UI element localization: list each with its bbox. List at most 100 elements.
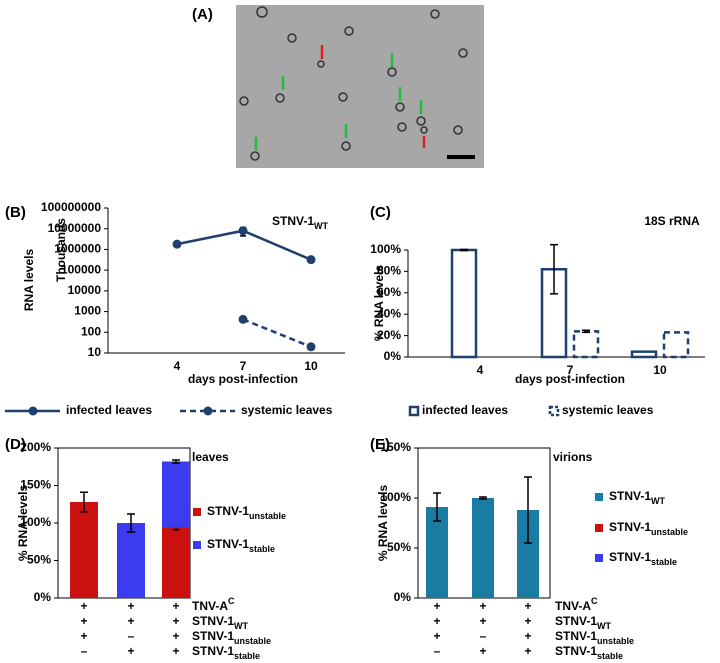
chart-title: STNV-1WT — [272, 214, 329, 231]
table-cell: – — [128, 629, 135, 643]
y-tick-label: 1000 — [74, 304, 101, 318]
error-bar — [433, 492, 441, 522]
table-row-label-main: STNV-1 — [555, 644, 597, 658]
legend-label-main: STNV-1 — [609, 520, 651, 534]
data-point — [238, 226, 248, 236]
x-axis-label: days post-infection — [515, 372, 625, 386]
bar — [117, 523, 145, 598]
table-cell: + — [479, 599, 486, 613]
y-tick-label: 150% — [20, 478, 51, 492]
bar — [630, 350, 658, 359]
bar — [472, 498, 494, 598]
x-tick-label: 10 — [304, 359, 318, 373]
legend-label: STNV-1stable — [609, 550, 677, 567]
panel-label: (A) — [192, 6, 213, 23]
panel-label: (B) — [5, 204, 26, 221]
y-tick-label: 60% — [377, 285, 401, 299]
table-row-label-main: STNV-1 — [192, 644, 234, 658]
table-row-label: STNV-1WT — [555, 614, 612, 631]
y-axis-label: RNA levels — [22, 249, 36, 312]
table-cell: + — [433, 599, 440, 613]
legend-label-sub: WT — [651, 496, 665, 506]
legend-label-sub: stable — [249, 544, 275, 554]
scale-bar — [447, 155, 475, 159]
y-tick-label: 0% — [384, 349, 402, 363]
legend-label-sub: unstable — [249, 511, 286, 521]
y-tick-label: 100000 — [61, 262, 101, 276]
y-tick-label: 200% — [20, 440, 51, 454]
x-tick-label: 7 — [240, 359, 247, 373]
bar — [517, 510, 539, 598]
table-cell: + — [479, 644, 486, 658]
y-tick-label: 20% — [377, 328, 401, 342]
y-axis-label: % RNA levels — [372, 265, 386, 342]
legend-label: STNV-1unstable — [207, 504, 286, 521]
table-row-label-sub: unstable — [597, 636, 634, 646]
bar — [70, 502, 98, 598]
table-row-label-main: TNV-A — [192, 599, 228, 613]
y-tick-label: 100000000 — [41, 200, 101, 214]
table-row-label-sub: WT — [234, 621, 248, 631]
legend-label-main: STNV-1 — [609, 489, 651, 503]
table-cell: + — [524, 614, 531, 628]
y-tick-label: 100% — [380, 490, 411, 504]
y-tick-label: 100 — [81, 324, 101, 338]
chart-title: 18S rRNA — [644, 214, 700, 228]
chart-title-sub: WT — [314, 221, 328, 231]
error-bar — [80, 491, 88, 513]
legend-label: systemic leaves — [241, 403, 333, 417]
x-tick-label: 4 — [174, 359, 181, 373]
table-row-label-main: STNV-1 — [192, 629, 234, 643]
legend-swatch — [548, 405, 560, 417]
table-row-label: TNV-AC — [192, 596, 235, 613]
table-cell: + — [172, 629, 179, 643]
legend-label: systemic leaves — [562, 403, 654, 417]
table-cell: + — [433, 614, 440, 628]
table-cell: + — [127, 614, 134, 628]
table-cell: + — [80, 629, 87, 643]
x-axis-label: days post-infection — [188, 372, 298, 386]
bar — [426, 507, 448, 598]
series-line — [242, 318, 312, 348]
y-tick-label: 100% — [370, 242, 401, 256]
error-bar — [550, 243, 558, 295]
y-tick-label: 10000 — [68, 283, 102, 297]
table-row-label-sup: C — [228, 596, 235, 606]
table-row-label-main: STNV-1 — [555, 629, 597, 643]
legend-marker — [28, 406, 38, 416]
legend-label: STNV-1WT — [609, 489, 666, 506]
table-row-label-sub: WT — [597, 621, 611, 631]
y-tick-label: 150% — [380, 440, 411, 454]
bar — [572, 330, 600, 359]
legend-swatch — [193, 508, 201, 516]
y-tick-label: 50% — [387, 540, 411, 554]
green-arrows — [254, 53, 423, 150]
table-row-label: STNV-1stable — [555, 644, 623, 661]
bar — [162, 461, 190, 528]
error-bar — [479, 496, 487, 500]
table-row-label-main: STNV-1 — [192, 614, 234, 628]
legend-swatch — [595, 554, 603, 562]
y-tick-label: 80% — [377, 264, 401, 278]
table-cell: + — [524, 644, 531, 658]
table-row-label-main: TNV-A — [555, 599, 591, 613]
x-tick-label: 7 — [567, 363, 574, 377]
table-cell: + — [524, 599, 531, 613]
table-cell: + — [172, 614, 179, 628]
y-axis-label: % RNA levels — [16, 485, 30, 562]
red-arrows — [320, 45, 426, 148]
legend-label: infected leaves — [422, 403, 508, 417]
table-row-label-sub: stable — [234, 651, 260, 661]
legend-label: infected leaves — [66, 403, 152, 417]
legend-label: STNV-1stable — [207, 537, 275, 554]
legend-swatch — [408, 405, 420, 417]
y-tick-label: 100% — [20, 515, 51, 529]
table-row-label: STNV-1unstable — [555, 629, 634, 646]
table-cell: – — [480, 629, 487, 643]
particles — [239, 6, 468, 161]
bar — [450, 248, 478, 359]
legend-label-main: STNV-1 — [609, 550, 651, 564]
data-point — [306, 342, 316, 352]
legend-label-sub: stable — [651, 557, 677, 567]
